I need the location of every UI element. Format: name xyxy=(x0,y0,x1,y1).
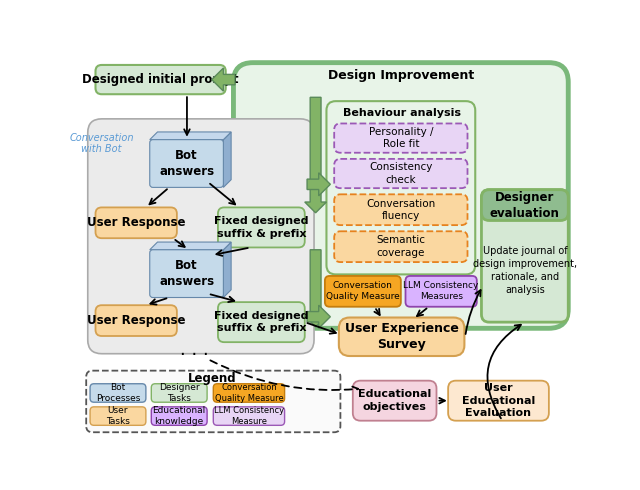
FancyBboxPatch shape xyxy=(213,407,285,425)
FancyBboxPatch shape xyxy=(90,407,146,425)
Text: Designed initial prompt: Designed initial prompt xyxy=(83,73,239,86)
FancyBboxPatch shape xyxy=(334,159,467,188)
Polygon shape xyxy=(150,242,231,250)
FancyBboxPatch shape xyxy=(88,119,314,354)
FancyBboxPatch shape xyxy=(325,276,401,307)
FancyBboxPatch shape xyxy=(339,318,465,356)
FancyBboxPatch shape xyxy=(406,276,477,307)
Polygon shape xyxy=(223,242,231,297)
Text: User Experience
Survey: User Experience Survey xyxy=(345,322,459,351)
FancyBboxPatch shape xyxy=(90,384,146,402)
Text: User
Tasks: User Tasks xyxy=(106,406,130,426)
Text: Conversation
with Bot: Conversation with Bot xyxy=(70,133,134,154)
Text: Conversation
Quality Measure: Conversation Quality Measure xyxy=(326,281,400,301)
FancyBboxPatch shape xyxy=(95,207,177,238)
FancyBboxPatch shape xyxy=(334,231,467,262)
FancyBboxPatch shape xyxy=(150,140,223,187)
FancyBboxPatch shape xyxy=(213,384,285,402)
Text: Bot
answers: Bot answers xyxy=(159,259,214,288)
FancyBboxPatch shape xyxy=(150,250,223,297)
FancyBboxPatch shape xyxy=(326,101,476,274)
Text: Bot
Processes: Bot Processes xyxy=(96,383,140,403)
Text: Update journal of
design improvement,
rationale, and
analysis: Update journal of design improvement, ra… xyxy=(473,246,577,295)
FancyBboxPatch shape xyxy=(353,381,436,421)
Polygon shape xyxy=(212,68,235,91)
Text: Conversation
Quality Measure: Conversation Quality Measure xyxy=(214,383,284,403)
Text: User Response: User Response xyxy=(87,314,186,327)
Text: Legend: Legend xyxy=(188,372,236,385)
Text: LLM Consistency
Measures: LLM Consistency Measures xyxy=(403,281,479,301)
Text: · · ·: · · · xyxy=(180,346,209,364)
FancyBboxPatch shape xyxy=(481,190,568,220)
FancyBboxPatch shape xyxy=(218,207,305,247)
FancyBboxPatch shape xyxy=(334,123,467,153)
Text: Educational
objectives: Educational objectives xyxy=(358,390,431,412)
FancyBboxPatch shape xyxy=(151,407,207,425)
Text: Consistency
check: Consistency check xyxy=(369,162,433,185)
Text: Fixed designed
suffix & prefix: Fixed designed suffix & prefix xyxy=(214,311,308,333)
FancyBboxPatch shape xyxy=(151,384,207,402)
FancyBboxPatch shape xyxy=(218,302,305,342)
Polygon shape xyxy=(305,250,326,327)
Polygon shape xyxy=(307,173,330,196)
FancyBboxPatch shape xyxy=(481,190,568,322)
Text: Design Improvement: Design Improvement xyxy=(328,69,475,82)
FancyBboxPatch shape xyxy=(95,65,226,94)
Polygon shape xyxy=(150,132,231,140)
Text: Behaviour analysis: Behaviour analysis xyxy=(342,108,461,118)
Text: Designer
evaluation: Designer evaluation xyxy=(490,191,560,220)
Text: User Response: User Response xyxy=(87,216,186,229)
Text: Bot
answers: Bot answers xyxy=(159,149,214,178)
Text: Fixed designed
suffix & prefix: Fixed designed suffix & prefix xyxy=(214,216,308,239)
Polygon shape xyxy=(305,98,326,213)
Polygon shape xyxy=(307,305,330,328)
FancyBboxPatch shape xyxy=(95,305,177,336)
FancyBboxPatch shape xyxy=(334,195,467,225)
Text: Conversation
fluency: Conversation fluency xyxy=(366,198,435,221)
Polygon shape xyxy=(223,132,231,187)
FancyBboxPatch shape xyxy=(448,381,549,421)
Text: Personality /
Role fit: Personality / Role fit xyxy=(369,127,433,149)
FancyBboxPatch shape xyxy=(234,63,568,328)
Text: User
Educational
Evaluation: User Educational Evaluation xyxy=(462,383,535,418)
Text: Semantic
coverage: Semantic coverage xyxy=(376,236,426,258)
Text: Designer
Tasks: Designer Tasks xyxy=(159,383,200,403)
Text: LLM Consistency
Measure: LLM Consistency Measure xyxy=(214,406,284,426)
Text: Educational
knowledge: Educational knowledge xyxy=(152,406,206,426)
FancyBboxPatch shape xyxy=(86,370,340,432)
